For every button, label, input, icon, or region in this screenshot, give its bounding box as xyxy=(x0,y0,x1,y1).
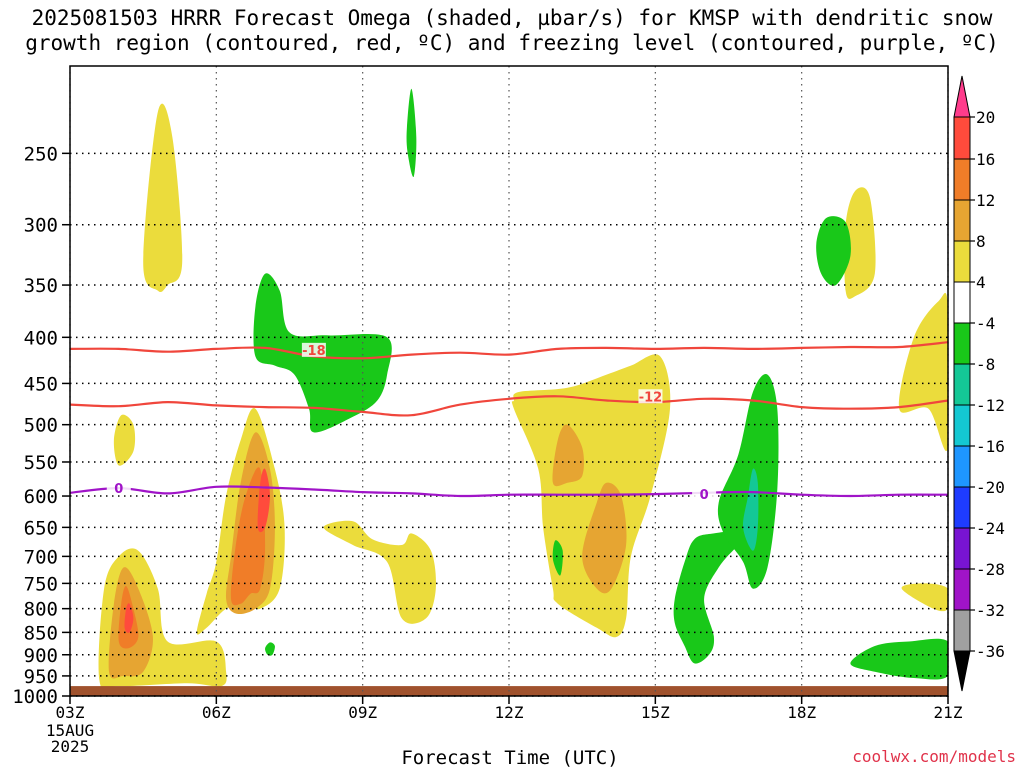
colorbar-label-3: 8 xyxy=(976,232,986,251)
contour-label-3: 0 xyxy=(700,488,709,503)
x-start-date-1: 2025 xyxy=(51,737,90,756)
x-tick-label-6: 21Z xyxy=(934,703,963,722)
y-tick-label-250: 250 xyxy=(24,143,58,165)
y-tick-label-950: 950 xyxy=(24,666,58,688)
omega-region-14 xyxy=(844,187,876,299)
colorbar-segment-6 xyxy=(953,363,971,406)
contour-label-bg-3 xyxy=(692,487,717,502)
colorbar-segment-10 xyxy=(953,527,971,570)
omega-region-16 xyxy=(901,583,948,612)
omega-region-18 xyxy=(406,88,417,177)
colorbar-segment-3 xyxy=(953,240,971,283)
colorbar-label-1: 16 xyxy=(976,150,995,169)
omega-region-9 xyxy=(257,468,270,533)
omega-region-5 xyxy=(113,414,136,466)
colorbar-label-11: -28 xyxy=(976,560,1005,579)
y-tick-label-300: 300 xyxy=(24,215,58,237)
colorbar-label-7: -12 xyxy=(976,396,1005,415)
colorbar-segment-8 xyxy=(953,445,971,488)
colorbar-segment-5 xyxy=(953,322,971,365)
omega-region-21 xyxy=(717,374,779,589)
y-tick-label-500: 500 xyxy=(24,415,58,437)
omega-shading-layer xyxy=(98,88,948,689)
y-tick-label-400: 400 xyxy=(24,327,58,349)
title-line-2: growth region (contoured, red, ºC) and f… xyxy=(25,31,999,55)
colorbar-label-10: -24 xyxy=(976,519,1005,538)
omega-region-19 xyxy=(816,216,851,286)
omega-region-4 xyxy=(143,103,183,293)
omega-region-8 xyxy=(230,467,266,606)
y-tick-label-650: 650 xyxy=(24,517,58,539)
y-tick-label-750: 750 xyxy=(24,573,58,595)
y-tick-label-900: 900 xyxy=(24,645,58,667)
chart-title: 2025081503 HRRR Forecast Omega (shaded, … xyxy=(0,6,1024,56)
x-axis-label: Forecast Time (UTC) xyxy=(401,747,618,768)
colorbar-segment-7 xyxy=(953,404,971,447)
colorbar-label-8: -16 xyxy=(976,437,1005,456)
y-tick-label-550: 550 xyxy=(24,452,58,474)
colorbar-label-13: -36 xyxy=(976,642,1005,661)
contour-label-1: -12 xyxy=(639,390,663,405)
colorbar-label-9: -20 xyxy=(976,478,1005,497)
title-line-1: 2025081503 HRRR Forecast Omega (shaded, … xyxy=(31,6,993,30)
colorbar-label-0: 20 xyxy=(976,108,995,127)
x-tick-label-2: 09Z xyxy=(348,703,377,722)
colorbar-label-5: -4 xyxy=(976,314,995,333)
colorbar-segment-12 xyxy=(953,609,971,652)
colorbar: 20 16 12 8 4 -4 -8 -12 -16 -20 -24 -28 -32 -36 xyxy=(953,75,1005,692)
x-tick-label-0: 03Z xyxy=(56,703,85,722)
colorbar-segment-2 xyxy=(953,199,971,242)
contour-line-1 xyxy=(70,395,948,417)
grid-layer xyxy=(69,66,949,697)
colorbar-segment-1 xyxy=(953,158,971,201)
contour-label-bg-1 xyxy=(638,389,663,404)
colorbar-label-6: -8 xyxy=(976,355,995,374)
omega-region-22 xyxy=(742,468,759,551)
y-tick-label-450: 450 xyxy=(24,373,58,395)
colorbar-label-12: -32 xyxy=(976,601,1005,620)
contour-label-bg-0 xyxy=(301,342,326,357)
colorbar-top-arrow xyxy=(953,75,971,118)
contour-layer: -18 -12 0 0 xyxy=(70,341,948,503)
x-tick-label-5: 18Z xyxy=(787,703,816,722)
colorbar-segment-0 xyxy=(953,116,971,160)
omega-region-23 xyxy=(850,638,948,680)
omega-region-25 xyxy=(552,540,563,576)
omega-region-15 xyxy=(898,293,948,451)
colorbar-bottom-arrow xyxy=(953,650,971,692)
contour-line-2 xyxy=(70,485,948,498)
contour-label-bg-2 xyxy=(106,481,131,496)
omega-region-24 xyxy=(265,642,275,656)
omega-region-3 xyxy=(124,603,134,633)
colorbar-label-2: 12 xyxy=(976,191,995,210)
y-tick-label-850: 850 xyxy=(24,622,58,644)
y-tick-label-1000: 1000 xyxy=(12,686,58,708)
x-tick-label-3: 12Z xyxy=(495,703,524,722)
omega-region-10 xyxy=(323,520,436,624)
colorbar-segment-9 xyxy=(953,486,971,529)
omega-region-12 xyxy=(552,424,584,487)
y-tick-label-700: 700 xyxy=(24,546,58,568)
y-tick-label-600: 600 xyxy=(24,486,58,508)
x-tick-label-4: 15Z xyxy=(641,703,670,722)
colorbar-segment-11 xyxy=(953,568,971,611)
y-tick-label-800: 800 xyxy=(24,599,58,621)
colorbar-segment-4 xyxy=(953,281,971,324)
axes-layer: 2503003504004505005506006507007508008509… xyxy=(12,65,963,756)
contour-line-0 xyxy=(70,341,948,360)
contour-label-0: -18 xyxy=(302,344,326,359)
contour-label-2: 0 xyxy=(114,482,123,497)
x-start-date-0: 15AUG xyxy=(46,721,94,740)
coolwx-link[interactable]: coolwx.com/models xyxy=(852,747,1016,766)
omega-region-20 xyxy=(673,529,754,664)
colorbar-label-4: 4 xyxy=(976,273,986,292)
omega-region-13 xyxy=(582,482,627,594)
x-tick-label-1: 06Z xyxy=(202,703,231,722)
y-tick-label-350: 350 xyxy=(24,275,58,297)
